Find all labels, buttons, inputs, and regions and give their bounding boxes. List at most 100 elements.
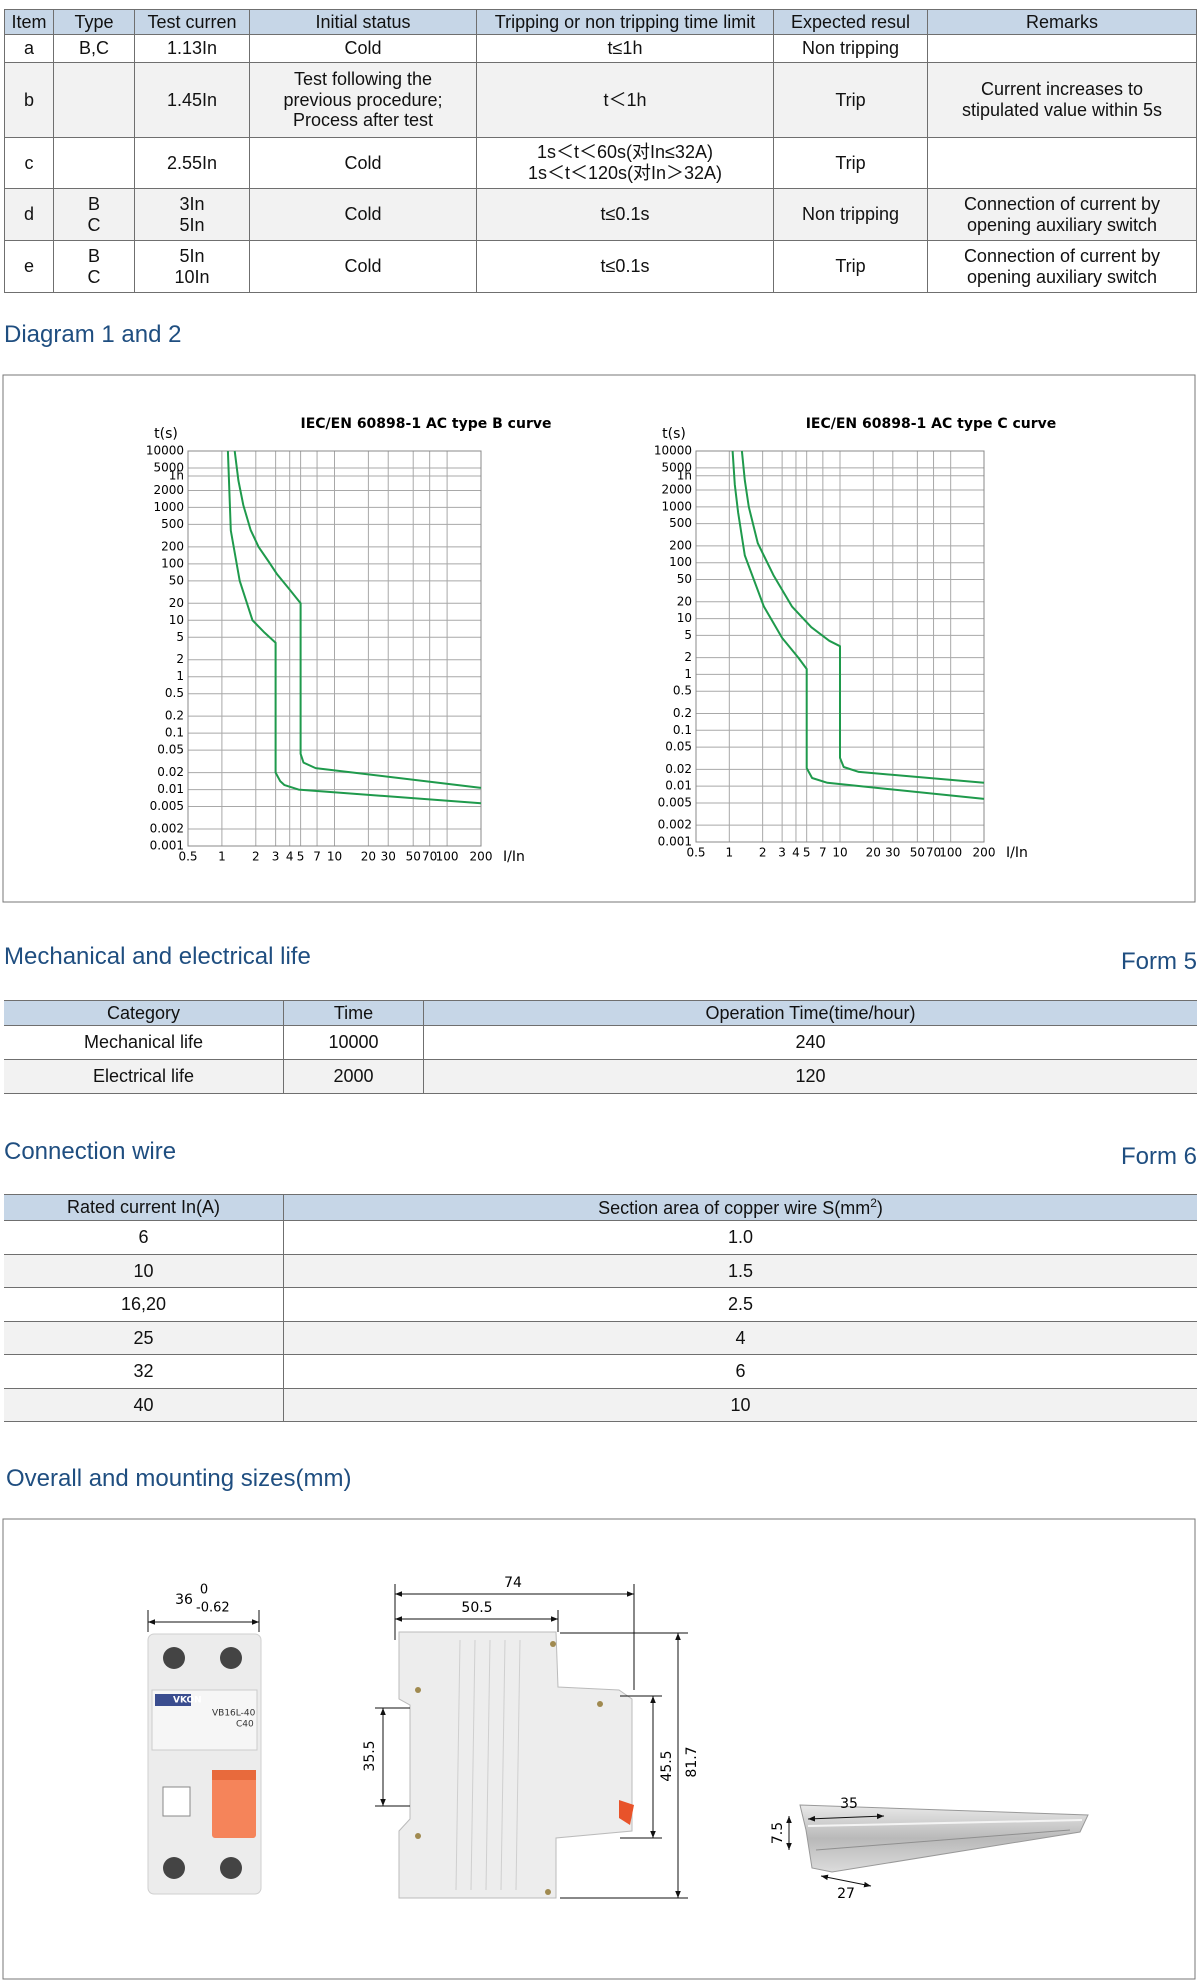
- cell-line: 5In: [179, 245, 205, 266]
- y-tick-label: 0.2: [673, 706, 692, 720]
- table-cell: Section area of copper wire S(mm2): [284, 1194, 1197, 1221]
- cell-line: Section area of copper wire S(mm2): [598, 1196, 883, 1219]
- y-tick-label: 200: [161, 539, 184, 553]
- trip-curve: [226, 450, 482, 805]
- table-cell: 240: [424, 1026, 1197, 1060]
- dim-label: 45.5: [659, 1750, 675, 1781]
- table-cell: 5In 10In: [135, 241, 250, 293]
- cell-line: B: [87, 193, 100, 214]
- y-axis-label: t(s): [154, 426, 178, 442]
- dim-label: 0: [200, 1583, 208, 1598]
- y-tick-label: 10000: [146, 444, 184, 458]
- dim-label: 35: [840, 1796, 858, 1812]
- table-cell: Tripping or non tripping time limit: [477, 9, 774, 35]
- x-tick-label: 200: [470, 850, 493, 864]
- y-tick-label: 0.01: [157, 782, 184, 796]
- table-cell: 1.0: [284, 1221, 1197, 1255]
- table-cell: 2.55In: [135, 138, 250, 189]
- section-heading: Form 5: [1120, 948, 1197, 975]
- x-tick-label: 4: [792, 846, 800, 860]
- x-tick-label: 1: [725, 846, 733, 860]
- brand: VKON: [173, 1696, 202, 1706]
- x-tick-label: 200: [973, 846, 996, 860]
- y-tick-label: 0.1: [673, 723, 692, 737]
- cell-line: opening auxiliary switch: [966, 266, 1158, 287]
- table-cell: 120: [424, 1060, 1197, 1094]
- y-axis-label: t(s): [662, 426, 686, 442]
- y-tick-label: 0.5: [673, 684, 692, 698]
- y-tick-label: 2000: [661, 483, 692, 497]
- x-tick-label: 50: [406, 850, 421, 864]
- x-tick-label: 100: [436, 850, 459, 864]
- table-cell: 16,20: [4, 1288, 284, 1322]
- section-heading: Diagram 1 and 2: [4, 321, 182, 348]
- x-tick-label: 10: [832, 846, 847, 860]
- y-tick-label: 0.005: [150, 799, 184, 813]
- y-tick-label: 20: [677, 594, 692, 608]
- din-rail: [786, 1804, 1089, 1888]
- plot-frame: [695, 450, 985, 843]
- cell-line: Connection of current by: [963, 245, 1161, 266]
- table-cell: Item: [4, 9, 54, 35]
- y-tick-label: 10: [169, 613, 184, 627]
- table-cell: Trip: [774, 63, 928, 138]
- y-tick-label: 50: [169, 573, 184, 587]
- x-tick-label: 50: [910, 846, 925, 860]
- table-cell: [928, 35, 1197, 63]
- x-tick-label: 7: [819, 846, 827, 860]
- table-cell: Cold: [250, 189, 477, 241]
- dim-label: 74: [504, 1575, 522, 1591]
- x-tick-label: 4: [286, 850, 294, 864]
- x-tick-label: 1: [218, 850, 226, 864]
- y-tick-label: 0.01: [665, 779, 692, 793]
- table-cell: a: [4, 35, 54, 63]
- cell-line: 1s＜t＜120s(对In＞32A): [527, 163, 723, 183]
- x-tick-label: 70: [422, 850, 437, 864]
- y-tick-label: 1000: [153, 500, 184, 514]
- x-tick-label: 70: [926, 846, 941, 860]
- y-tick-label: 0.02: [665, 762, 692, 776]
- x-axis-label: I/In: [503, 849, 525, 865]
- y-tick-label: 0.005: [658, 795, 692, 809]
- y-tick-label: 0.05: [665, 740, 692, 754]
- table-cell: 4: [284, 1322, 1197, 1355]
- x-tick-label: 0.5: [686, 846, 705, 860]
- table-cell: Connection of current by opening auxiliar…: [928, 241, 1197, 293]
- table-cell: Test following the previous procedure; Pro…: [250, 63, 477, 138]
- y-tick-label: 5000: [153, 460, 184, 474]
- cell-line: 5In: [179, 214, 205, 235]
- table-cell: t≤1h: [477, 35, 774, 63]
- dim-label: 7.5: [770, 1822, 786, 1844]
- y-tick-label: 0.05: [157, 743, 184, 757]
- trip-curve: [731, 450, 985, 800]
- table-cell: 1.5: [284, 1255, 1197, 1288]
- y-tick-label: 1h: [677, 468, 692, 482]
- table-cell: t≤0.1s: [477, 189, 774, 241]
- y-tick-label: 5: [684, 628, 692, 642]
- x-tick-label: 2: [759, 846, 767, 860]
- rating: C40: [236, 1720, 254, 1730]
- y-tick-label: 0.002: [658, 818, 692, 832]
- x-tick-label: 3: [778, 846, 786, 860]
- table-cell: Cold: [250, 35, 477, 63]
- x-tick-label: 5: [803, 846, 811, 860]
- x-tick-label: 100: [939, 846, 962, 860]
- y-tick-label: 1000: [661, 499, 692, 513]
- y-tick-label: 500: [161, 517, 184, 531]
- y-tick-label: 2: [684, 650, 692, 664]
- y-tick-label: 10000: [654, 444, 692, 458]
- cell-line: C: [87, 266, 101, 287]
- y-tick-label: 0.5: [165, 686, 184, 700]
- cell-line: Process after test: [292, 110, 434, 131]
- y-tick-label: 100: [161, 556, 184, 570]
- table-cell: 6: [284, 1355, 1197, 1389]
- cell-line: C: [87, 214, 101, 235]
- y-tick-label: 5000: [661, 460, 692, 474]
- dim-label: 50.5: [461, 1600, 492, 1616]
- table-cell: 2000: [284, 1060, 424, 1094]
- table-cell: 10000: [284, 1026, 424, 1060]
